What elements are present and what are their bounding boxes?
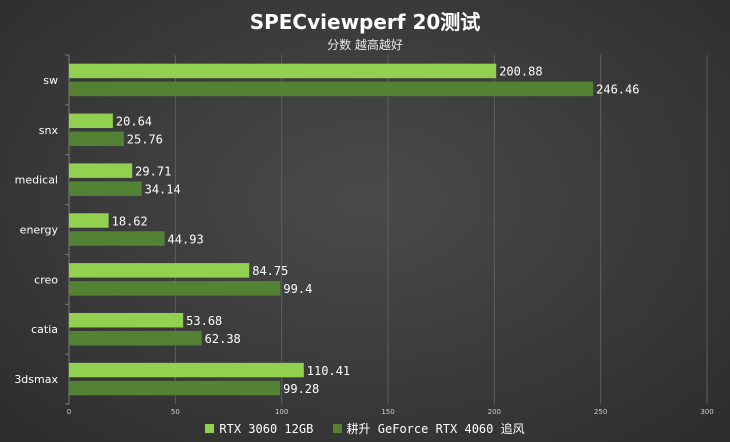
category-label: energy — [20, 224, 59, 237]
bar-series-2 — [69, 131, 124, 147]
legend-item-series-1: RTX 3060 12GB — [205, 422, 313, 436]
data-label-series-1: 20.64 — [116, 115, 152, 129]
bar-series-1 — [69, 163, 133, 178]
x-tick-label: 250 — [594, 408, 607, 416]
bar-series-2 — [69, 231, 165, 246]
data-label-series-1: 29.71 — [135, 164, 171, 178]
x-tick-label: 50 — [171, 408, 180, 416]
legend-swatch-series-2 — [332, 424, 342, 433]
bar-series-2 — [69, 330, 202, 346]
category-label: creo — [34, 273, 58, 286]
data-label-series-1: 53.68 — [186, 314, 222, 328]
chart-title: SPECviewperf 20测试 — [249, 10, 481, 34]
legend-item-series-2: 耕升 GeForce RTX 4060 追风 — [332, 420, 525, 437]
category-label: catia — [31, 323, 58, 336]
bar-series-1 — [69, 63, 497, 79]
x-tick-label: 300 — [700, 408, 713, 416]
data-label-series-1: 18.62 — [112, 214, 148, 228]
data-label-series-2: 25.76 — [127, 133, 163, 147]
x-tick-label: 0 — [67, 408, 71, 416]
category-label: sw — [43, 74, 58, 87]
bar-series-2 — [69, 81, 594, 97]
bar-series-1 — [69, 213, 109, 228]
x-tick-label: 100 — [275, 408, 288, 416]
category-label: medical — [15, 174, 58, 187]
x-tick-label: 200 — [488, 408, 501, 416]
bar-series-2 — [69, 181, 142, 196]
bar-series-1 — [69, 113, 113, 129]
data-label-series-1: 200.88 — [499, 65, 542, 79]
x-tick-label: 150 — [381, 408, 394, 416]
data-label-series-1: 84.75 — [252, 264, 288, 278]
legend-label-series-2: 耕升 GeForce RTX 4060 追风 — [346, 422, 525, 436]
bar-series-1 — [69, 362, 304, 378]
bar-series-1 — [69, 312, 184, 328]
legend-swatch-series-1 — [205, 424, 215, 433]
data-label-series-2: 99.4 — [283, 282, 312, 296]
legend: RTX 3060 12GB 耕升 GeForce RTX 4060 追风 — [0, 420, 730, 437]
data-label-series-2: 44.93 — [168, 232, 204, 246]
data-label-series-2: 246.46 — [596, 83, 639, 97]
category-label: snx — [39, 124, 59, 137]
category-label: 3dsmax — [14, 373, 58, 386]
data-label-series-2: 62.38 — [205, 332, 241, 346]
bar-series-2 — [69, 380, 281, 396]
bar-series-1 — [69, 263, 250, 278]
bar-series-2 — [69, 281, 281, 296]
data-label-series-1: 110.41 — [307, 364, 350, 378]
data-label-series-2: 34.14 — [145, 182, 181, 196]
chart-subtitle: 分数 越高越好 — [327, 38, 403, 52]
legend-label-series-1: RTX 3060 12GB — [219, 421, 314, 436]
data-label-series-2: 99.28 — [283, 382, 319, 396]
